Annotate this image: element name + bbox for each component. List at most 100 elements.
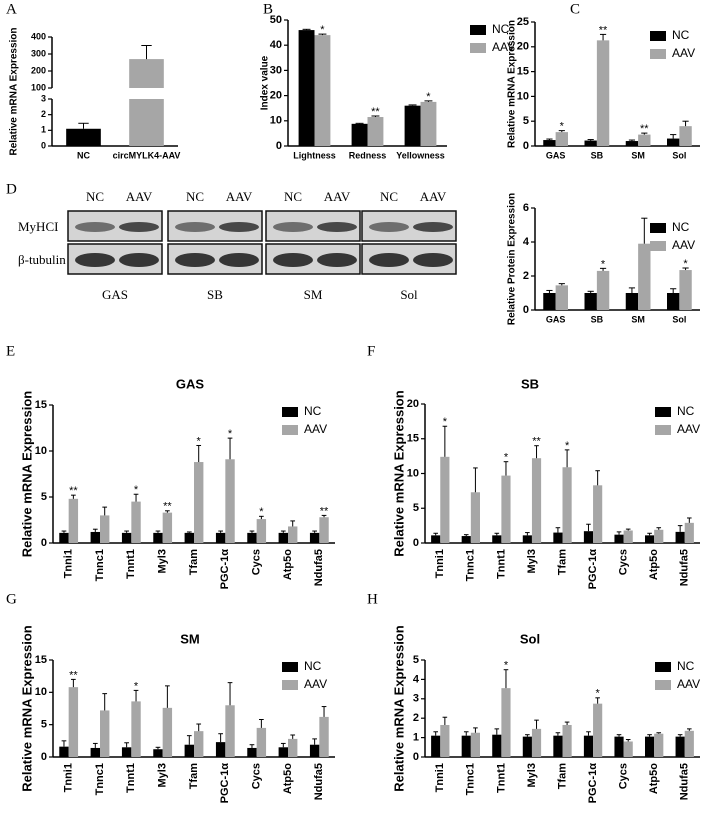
bar [225,705,235,757]
legend-label: AAV [672,238,695,252]
bar [298,30,315,146]
bar [562,724,572,757]
blot-lane-label: AAV [324,189,351,204]
y-axis-label: Relative mRNA Expression [507,20,518,148]
significance-label: * [601,258,606,270]
y-tick-label: 0 [413,537,419,549]
panel-label: B [263,1,273,17]
bar [68,498,79,543]
y-tick-label: 4 [413,673,420,685]
bar [583,735,594,757]
x-tick-label: Tnnc1 [465,763,477,795]
significance-label: * [197,435,202,447]
significance-label: * [134,680,139,692]
legend-label: AAV [677,677,700,691]
panel-label: D [6,181,17,197]
y-tick-label: 50 [270,14,282,26]
blot-band [119,253,159,267]
bar [420,101,437,146]
bar [319,517,329,543]
significance-label: * [565,440,570,452]
bar [645,736,655,757]
bar [121,747,132,757]
bar [625,141,639,146]
significance-label: ** [69,485,78,497]
bar [679,270,692,310]
bar [553,735,563,757]
y-tick-label: 0 [523,304,529,316]
blot-lane-label: NC [86,189,104,204]
y-tick-label: 10 [35,686,47,698]
y-tick-label: 0 [276,140,282,152]
bar [584,293,597,310]
y-tick-label: 5 [413,502,419,514]
bar [59,532,69,543]
x-tick-label: Tnni1 [63,549,75,578]
panel-label: E [6,343,15,359]
x-tick-label: Cycs [618,763,630,789]
chart-title: SM [180,631,200,646]
significance-label: * [259,506,264,518]
blot-band [273,222,313,232]
significance-label: ** [320,505,329,517]
bar [184,744,194,757]
x-tick-label: Tnnt1 [495,763,507,793]
y-axis-label: Relative mRNA Expression [19,625,34,791]
bar [543,140,556,146]
bar [555,285,568,310]
significance-label: ** [163,501,172,513]
x-tick-label: Tnnt1 [125,763,137,793]
bar [153,532,163,543]
x-tick-label: Atp5o [282,549,294,580]
legend-label: AAV [492,40,515,54]
bar [470,492,480,543]
legend-label: NC [672,220,690,234]
bar [522,535,532,543]
blot-row-label: MyHCI [18,219,58,234]
legend-label: AAV [304,422,327,436]
blot-group-label: SM [304,287,323,302]
bar [66,128,101,146]
x-tick-label: Tnnt1 [495,549,507,579]
y-tick-label: 100 [31,82,46,92]
y-axis-label: Relative mRNA Expression [391,625,406,791]
bar [675,531,685,543]
bar [100,515,110,543]
y-tick-label: 0 [41,140,46,150]
bar [522,736,532,757]
bar [667,138,680,146]
bar [440,724,450,757]
panel-label: C [570,1,580,17]
x-tick-label: Redness [349,150,387,160]
bar [431,535,441,543]
y-tick-label: 10 [35,445,47,457]
significance-label: * [560,121,565,133]
legend-label: NC [304,659,322,673]
x-tick-label: Myl3 [157,549,169,573]
x-tick-label: Ndufa5 [679,549,691,586]
significance-label: * [595,688,600,700]
bar [215,532,226,543]
x-tick-label: Myl3 [526,549,538,573]
bar [153,749,163,757]
bar [90,531,100,543]
significance-label: ** [599,24,608,36]
y-axis-label: Relative Protein Expression [507,193,518,325]
x-tick-label: PGC-1α [219,549,231,590]
bar [667,293,680,310]
bar [59,746,69,757]
x-tick-label: NC [77,150,90,160]
y-axis-label: Index value [260,55,271,110]
legend-label: NC [672,28,690,42]
legend-swatch [650,241,666,251]
x-tick-label: GAS [546,150,566,160]
y-tick-label: 40 [270,39,282,51]
bar [553,532,563,543]
x-tick-label: Yellowness [396,150,445,160]
y-tick-label: 0 [413,751,419,763]
blot-lane-label: AAV [126,189,153,204]
chart-title: GAS [176,376,205,391]
bar [131,701,141,757]
significance-label: * [443,416,448,428]
